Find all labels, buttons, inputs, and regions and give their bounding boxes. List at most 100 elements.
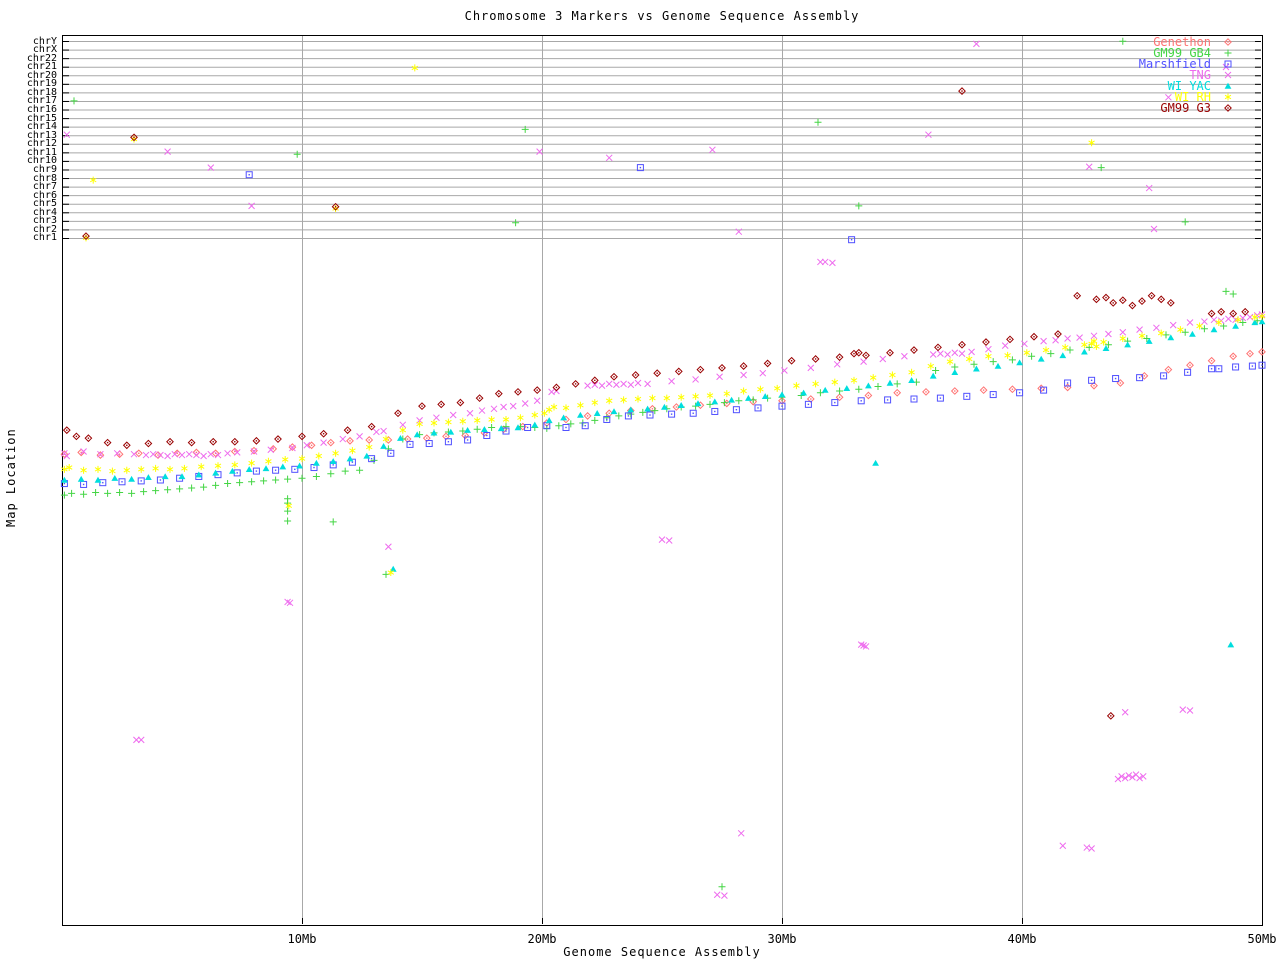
data-point xyxy=(320,439,328,447)
data-point xyxy=(979,386,988,394)
data-point xyxy=(854,201,863,210)
data-point xyxy=(108,467,116,476)
y-axis-row-label: chr8 xyxy=(32,172,57,184)
data-point xyxy=(1229,352,1237,360)
y-axis-row-label: chr19 xyxy=(26,78,57,90)
data-point xyxy=(1164,365,1173,374)
data-point xyxy=(814,118,822,127)
data-point xyxy=(380,427,388,435)
data-point xyxy=(1102,293,1110,302)
data-point xyxy=(620,380,628,388)
data-point xyxy=(252,437,261,445)
data-point xyxy=(888,370,896,379)
data-point xyxy=(118,478,126,486)
data-point xyxy=(1232,322,1239,329)
data-point xyxy=(399,426,407,435)
data-point xyxy=(708,146,716,154)
data-point xyxy=(728,396,735,403)
data-point xyxy=(1215,365,1223,373)
data-point xyxy=(502,415,510,424)
data-point xyxy=(103,489,112,498)
data-point xyxy=(807,364,815,372)
data-point xyxy=(533,386,541,394)
data-point xyxy=(1124,341,1131,348)
data-point xyxy=(1109,299,1117,307)
data-point xyxy=(355,466,364,475)
data-point xyxy=(984,345,992,353)
data-point xyxy=(1232,363,1240,371)
data-point xyxy=(763,359,772,368)
data-point xyxy=(137,465,145,474)
data-point xyxy=(291,465,299,473)
data-point xyxy=(908,377,915,384)
legend-item: GM99 G3 xyxy=(1160,102,1236,114)
data-point xyxy=(473,416,481,425)
data-point xyxy=(984,352,992,361)
data-point xyxy=(279,463,287,470)
data-point xyxy=(1081,348,1088,355)
data-point xyxy=(598,382,606,390)
data-point xyxy=(209,438,217,446)
y-axis-row-label: chrY xyxy=(32,35,57,47)
data-point xyxy=(252,467,260,475)
data-point xyxy=(127,489,136,498)
data-point xyxy=(653,369,661,377)
legend-item: WI RH xyxy=(1175,91,1236,103)
data-point xyxy=(224,449,232,457)
data-point xyxy=(166,465,174,474)
legend-item: GM99 GB4 xyxy=(1153,47,1236,59)
y-axis-row-label: chr15 xyxy=(26,112,57,124)
data-point xyxy=(821,258,829,266)
data-point xyxy=(865,382,872,389)
data-point xyxy=(872,459,879,466)
data-point xyxy=(70,96,78,105)
series-gm99-gb4 xyxy=(60,37,1262,891)
data-point xyxy=(214,461,222,470)
data-point xyxy=(936,350,944,358)
data-point xyxy=(716,373,724,381)
data-point xyxy=(271,476,280,484)
data-point xyxy=(262,465,270,472)
data-point xyxy=(860,358,868,366)
data-point xyxy=(668,410,676,418)
data-point xyxy=(1119,328,1127,336)
data-point xyxy=(1210,316,1218,324)
data-point xyxy=(908,368,916,377)
data-point xyxy=(1063,383,1072,392)
data-point xyxy=(787,357,796,365)
data-point xyxy=(1207,309,1216,318)
data-point xyxy=(1186,318,1194,326)
data-point xyxy=(745,394,752,401)
series-gm99-g3 xyxy=(63,87,1249,720)
data-point xyxy=(828,259,836,267)
data-point xyxy=(994,362,1002,369)
data-point xyxy=(576,401,584,410)
data-point xyxy=(1147,292,1156,300)
data-point xyxy=(274,435,282,443)
data-point xyxy=(94,465,102,474)
data-point xyxy=(927,362,935,371)
data-point xyxy=(259,476,268,485)
data-point xyxy=(80,466,88,475)
data-point xyxy=(293,150,302,159)
data-point xyxy=(732,406,740,414)
data-point xyxy=(739,362,748,370)
data-point xyxy=(245,171,253,179)
data-point xyxy=(692,375,700,383)
data-point xyxy=(178,451,186,459)
y-axis-row-label: chr5 xyxy=(32,198,57,210)
data-point xyxy=(1118,37,1127,46)
data-point xyxy=(1064,334,1072,342)
data-point xyxy=(583,412,592,420)
data-point xyxy=(365,443,373,452)
data-point xyxy=(298,454,306,463)
data-point xyxy=(963,392,971,400)
data-point xyxy=(1107,712,1115,720)
data-point xyxy=(692,392,700,401)
data-point xyxy=(1001,342,1009,350)
y-axis-row-label: chr13 xyxy=(26,129,57,141)
data-point xyxy=(175,484,184,493)
data-point xyxy=(128,475,135,482)
data-point xyxy=(1160,372,1168,380)
data-point xyxy=(1164,93,1172,101)
